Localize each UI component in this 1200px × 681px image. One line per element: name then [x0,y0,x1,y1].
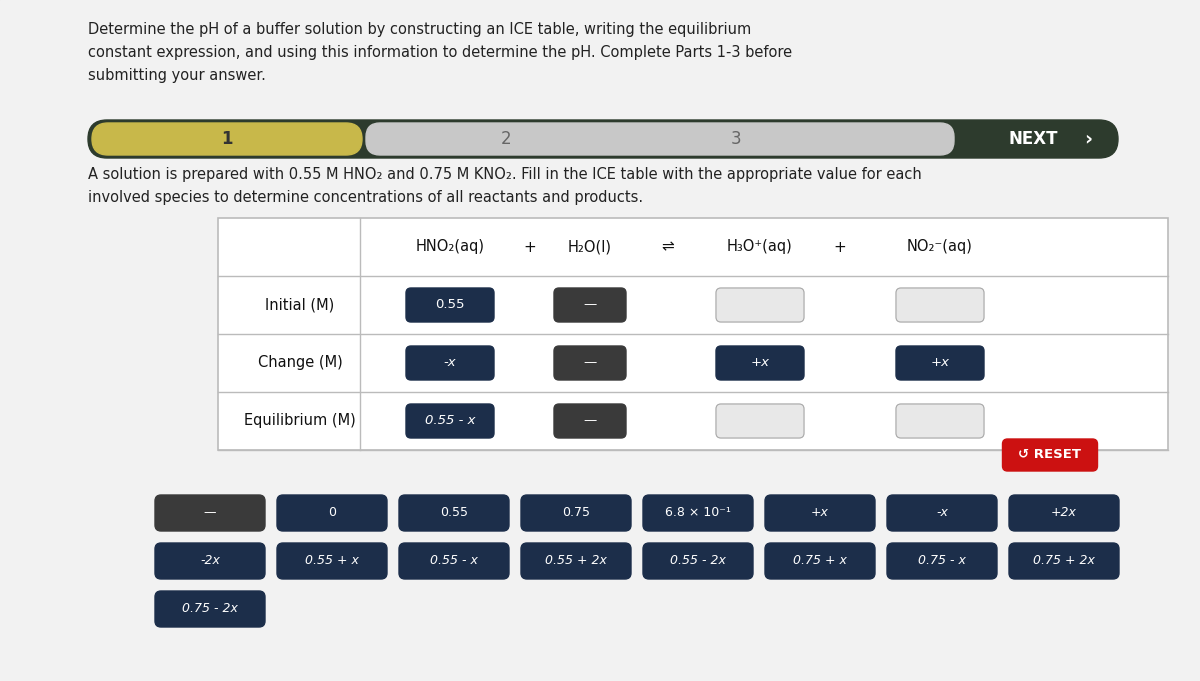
FancyBboxPatch shape [766,495,875,531]
FancyBboxPatch shape [277,495,386,531]
Text: ›: › [1084,129,1092,148]
Text: -x: -x [936,507,948,520]
FancyBboxPatch shape [554,346,626,380]
Text: 0.55 + 2x: 0.55 + 2x [545,554,607,567]
Text: NO₂⁻(aq): NO₂⁻(aq) [907,240,973,255]
Text: 6.8 × 10⁻¹: 6.8 × 10⁻¹ [665,507,731,520]
Text: H₃O⁺(aq): H₃O⁺(aq) [727,240,793,255]
FancyBboxPatch shape [155,495,265,531]
FancyBboxPatch shape [716,404,804,438]
FancyBboxPatch shape [716,346,804,380]
FancyBboxPatch shape [277,543,386,579]
Text: +x: +x [930,356,949,370]
Text: Change (M): Change (M) [258,355,342,370]
Text: Initial (M): Initial (M) [265,298,335,313]
FancyBboxPatch shape [1009,495,1120,531]
Text: 0.55 - x: 0.55 - x [430,554,478,567]
Text: NEXT: NEXT [1008,130,1057,148]
Text: 0.75: 0.75 [562,507,590,520]
Text: ⇌: ⇌ [661,240,674,255]
Text: 1: 1 [221,130,233,148]
Bar [218,218,1168,450]
FancyBboxPatch shape [406,288,494,322]
FancyBboxPatch shape [366,123,954,155]
Text: —: — [204,507,216,520]
Text: -x: -x [444,356,456,370]
Text: H₂O(l): H₂O(l) [568,240,612,255]
Text: 0.75 - 2x: 0.75 - 2x [182,603,238,616]
Text: —: — [583,415,596,428]
Text: +x: +x [750,356,769,370]
Text: 0.55: 0.55 [440,507,468,520]
Text: 0.75 + x: 0.75 + x [793,554,847,567]
Text: ↺ RESET: ↺ RESET [1019,449,1081,462]
Text: 0.55 - x: 0.55 - x [425,415,475,428]
FancyBboxPatch shape [716,288,804,322]
Text: Determine the pH of a buffer solution by constructing an ICE table, writing the : Determine the pH of a buffer solution by… [88,22,792,82]
FancyBboxPatch shape [398,495,509,531]
Text: 0.55 + x: 0.55 + x [305,554,359,567]
FancyBboxPatch shape [896,288,984,322]
Text: —: — [583,356,596,370]
FancyBboxPatch shape [1009,543,1120,579]
FancyBboxPatch shape [896,404,984,438]
Text: 2: 2 [500,130,511,148]
Text: 0.55 - 2x: 0.55 - 2x [670,554,726,567]
Text: +: + [834,240,846,255]
FancyBboxPatch shape [554,288,626,322]
Text: —: — [583,298,596,311]
Text: 0.55: 0.55 [436,298,464,311]
FancyBboxPatch shape [406,404,494,438]
Text: Equilibrium (M): Equilibrium (M) [244,413,356,428]
FancyBboxPatch shape [643,495,754,531]
Text: 0: 0 [328,507,336,520]
FancyBboxPatch shape [887,495,997,531]
FancyBboxPatch shape [716,404,804,438]
FancyBboxPatch shape [92,123,362,155]
FancyBboxPatch shape [521,543,631,579]
Text: 0.75 + 2x: 0.75 + 2x [1033,554,1094,567]
Text: +x: +x [811,507,829,520]
FancyBboxPatch shape [155,591,265,627]
FancyBboxPatch shape [155,543,265,579]
FancyBboxPatch shape [643,543,754,579]
Text: HNO₂(aq): HNO₂(aq) [415,240,485,255]
FancyBboxPatch shape [88,120,1118,158]
Text: 3: 3 [731,130,742,148]
FancyBboxPatch shape [896,288,984,322]
Text: +: + [523,240,536,255]
FancyBboxPatch shape [1002,439,1098,471]
FancyBboxPatch shape [887,543,997,579]
FancyBboxPatch shape [716,288,804,322]
Text: A solution is prepared with 0.55 M HNO₂ and 0.75 M KNO₂. Fill in the ICE table w: A solution is prepared with 0.55 M HNO₂ … [88,167,922,205]
FancyBboxPatch shape [521,495,631,531]
FancyBboxPatch shape [896,346,984,380]
FancyBboxPatch shape [398,543,509,579]
FancyBboxPatch shape [406,346,494,380]
Text: -2x: -2x [200,554,220,567]
FancyBboxPatch shape [964,123,1111,155]
FancyBboxPatch shape [766,543,875,579]
FancyBboxPatch shape [896,404,984,438]
FancyBboxPatch shape [554,404,626,438]
Text: +2x: +2x [1051,507,1076,520]
Text: 0.75 - x: 0.75 - x [918,554,966,567]
